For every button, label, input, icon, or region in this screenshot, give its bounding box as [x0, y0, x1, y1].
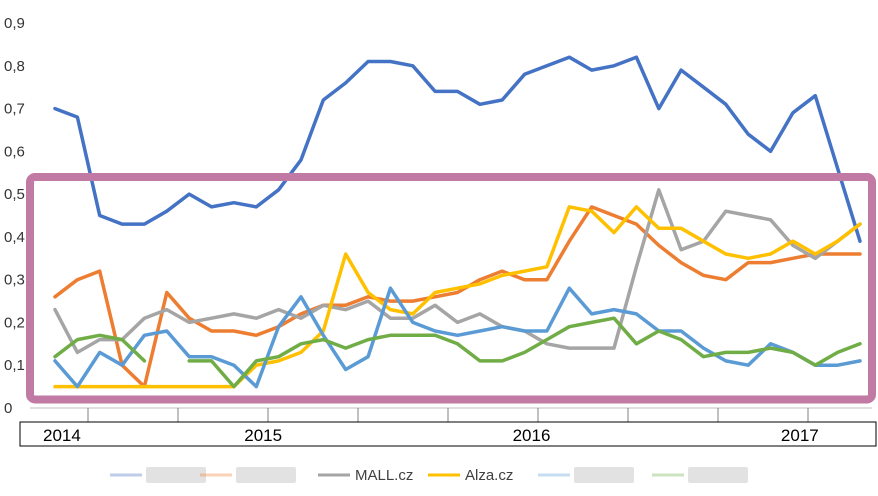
y-tick-label: 0,6 — [4, 143, 25, 160]
legend-redacted-label — [688, 467, 748, 483]
y-tick-label: 0,9 — [4, 15, 25, 32]
series-line-2 — [53, 205, 862, 389]
series-line-4 — [53, 205, 862, 389]
series-lines — [53, 55, 862, 389]
y-tick-label: 0,3 — [4, 272, 25, 289]
legend-redacted-label — [574, 467, 634, 483]
legend: MALL.cz Alza.cz — [110, 467, 748, 484]
series-line-6 — [187, 316, 862, 389]
x-axis: 20142015201620172018 — [19, 407, 877, 447]
x-tick-label: 2016 — [513, 426, 551, 445]
legend-label: Alza.cz — [465, 467, 513, 484]
x-label-strip — [19, 421, 877, 447]
series-line-5 — [53, 286, 862, 389]
highlight-box — [26, 173, 876, 404]
x-tick-label: 2017 — [781, 426, 819, 445]
y-tick-label: 0 — [4, 400, 12, 417]
legend-label: MALL.cz — [355, 467, 413, 484]
y-tick-label: 0,7 — [4, 101, 25, 118]
y-axis-ticks: 0 0,1 0,2 0,3 0,4 0,5 0,6 0,7 0,8 0,9 — [4, 15, 25, 417]
y-tick-label: 0,8 — [4, 58, 25, 75]
x-tick-label: 2014 — [43, 426, 81, 445]
y-tick-label: 0,1 — [4, 357, 25, 374]
highlight-box-layer — [26, 173, 876, 404]
series-line-6 — [53, 333, 147, 363]
x-tick-label: 2015 — [244, 426, 282, 445]
series-line-3 — [53, 188, 862, 355]
y-tick-label: 0,5 — [4, 186, 25, 203]
series-line-1 — [53, 55, 862, 243]
legend-redacted-label — [236, 467, 296, 483]
legend-redacted-label — [146, 467, 206, 483]
y-tick-label: 0,2 — [4, 314, 25, 331]
y-tick-label: 0,4 — [4, 229, 25, 246]
